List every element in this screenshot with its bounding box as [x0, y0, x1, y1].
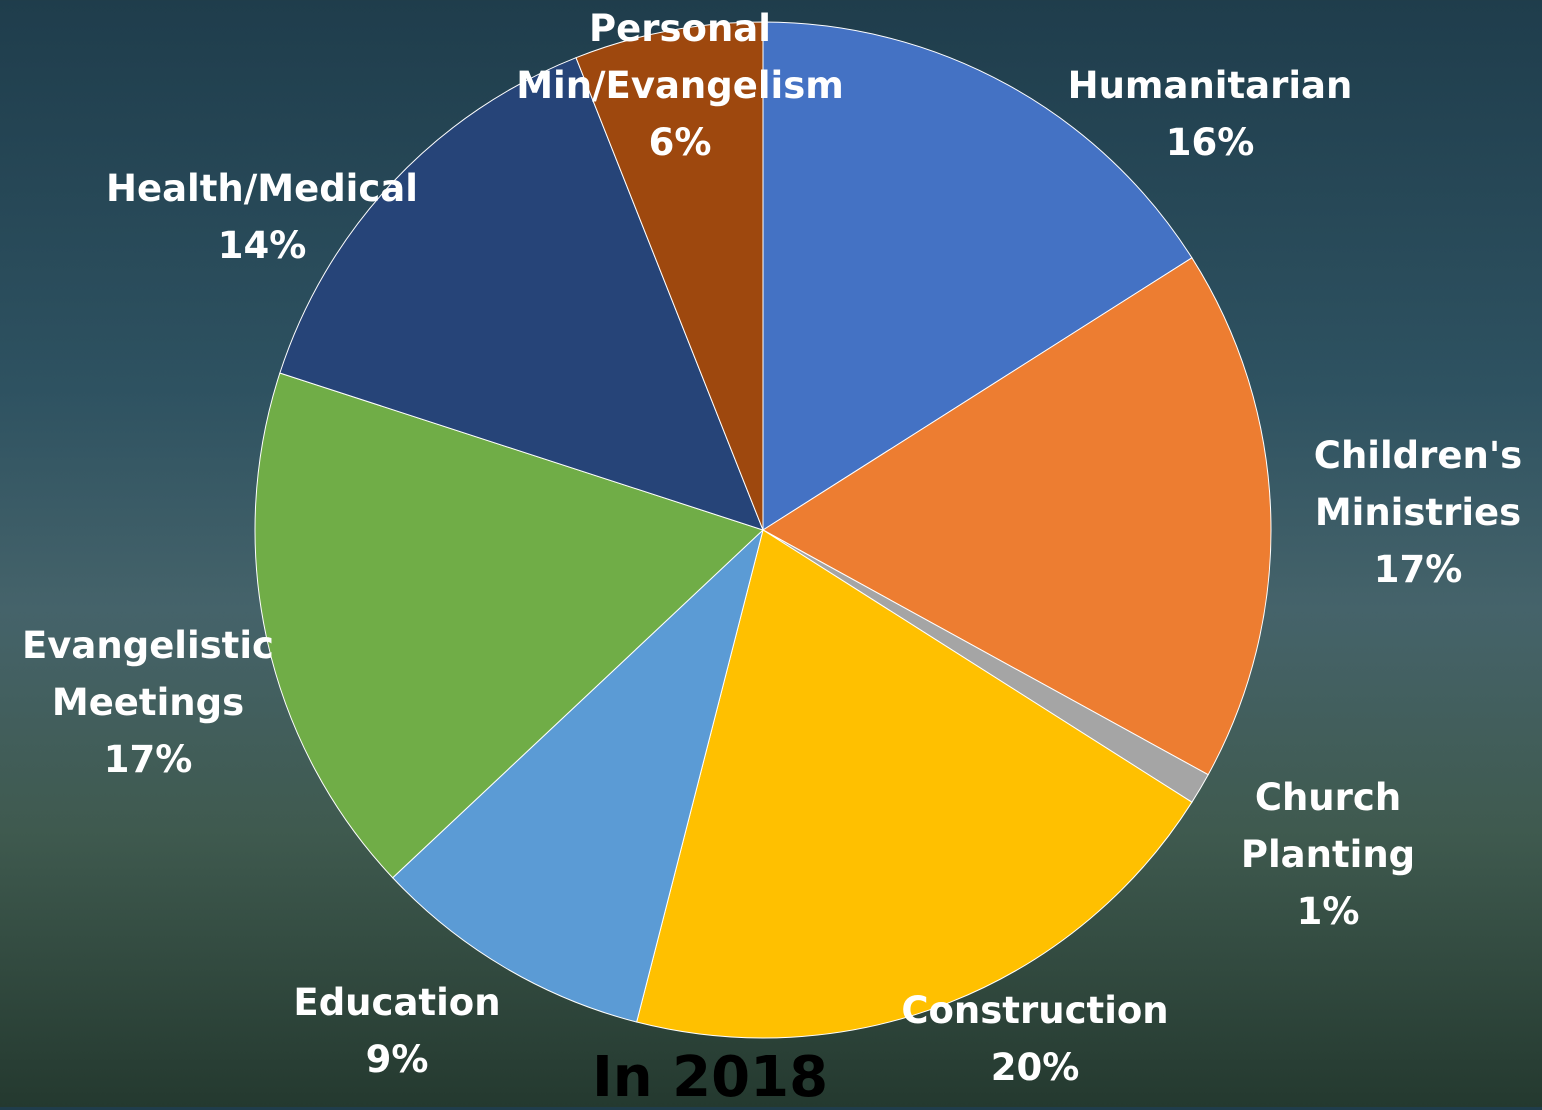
value-label: 1% — [1296, 890, 1360, 933]
pie-slice — [391, 528, 764, 1023]
category-label: Humanitarian — [1067, 64, 1353, 107]
category-label: Health/Medical — [106, 167, 418, 210]
category-label: Education — [293, 981, 501, 1024]
category-label: Children's Ministries — [1313, 434, 1523, 534]
value-label: 16% — [1165, 121, 1255, 164]
data-label: Humanitarian 16% — [1010, 57, 1410, 171]
pie-slice — [636, 529, 1193, 1039]
category-label: Evangelistic Meetings — [22, 624, 274, 724]
category-label: Church Planting — [1240, 776, 1416, 876]
chart-title: In 2018 — [591, 1045, 829, 1110]
data-label: Education 9% — [247, 974, 547, 1088]
data-label: Health/Medical 14% — [62, 160, 462, 274]
pie-slice — [254, 372, 764, 879]
pie-slice — [762, 257, 1272, 776]
pie-slice — [762, 21, 1193, 531]
value-label: 17% — [103, 738, 193, 781]
category-label: Construction — [901, 989, 1169, 1032]
pie-slice — [575, 21, 764, 531]
value-label: 6% — [648, 121, 712, 164]
data-label: Construction 20% — [835, 982, 1235, 1096]
category-label: Personal Min/Evangelism — [516, 7, 844, 107]
pie-slice — [279, 57, 764, 531]
data-label: Evangelistic Meetings 17% — [3, 617, 293, 788]
value-label: 17% — [1373, 548, 1463, 591]
value-label: 14% — [217, 224, 307, 267]
value-label: 9% — [365, 1038, 429, 1081]
data-label: Children's Ministries 17% — [1298, 427, 1538, 598]
value-label: 20% — [990, 1046, 1080, 1089]
data-label: Personal Min/Evangelism 6% — [490, 0, 870, 171]
data-label: Church Planting 1% — [1218, 769, 1438, 940]
